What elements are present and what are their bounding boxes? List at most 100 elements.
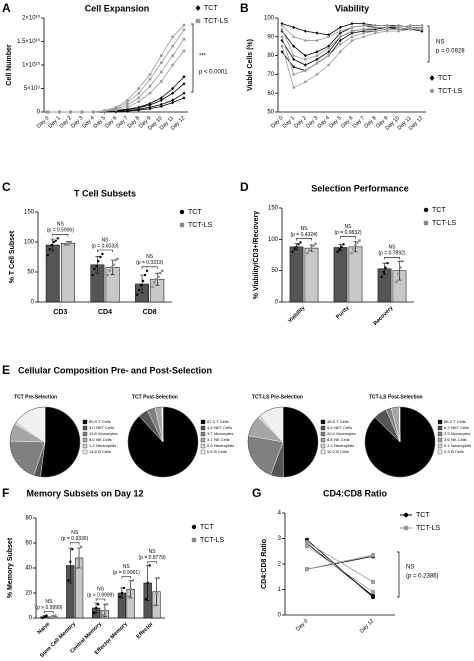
data-point xyxy=(125,109,129,113)
data-point xyxy=(303,53,307,58)
y-axis-label: % Viability/CD3+/Recovery xyxy=(253,211,260,299)
sig-bracket xyxy=(44,611,54,614)
bracket xyxy=(191,23,194,93)
legend-value: 3.7 xyxy=(207,431,213,436)
legend-category: Neutrophils xyxy=(214,443,234,448)
y-axis-label: % Memory Subset xyxy=(7,537,14,598)
legend-value: 3.6 xyxy=(444,437,450,442)
data-point xyxy=(50,616,53,620)
data-point xyxy=(336,250,339,254)
data-point xyxy=(182,91,186,95)
legend-value: 45.8 xyxy=(327,419,336,424)
data-point xyxy=(93,267,96,271)
data-point xyxy=(303,29,307,33)
pie-outline xyxy=(127,406,199,478)
legend-swatch xyxy=(437,443,443,449)
data-point xyxy=(350,39,354,42)
data-point xyxy=(137,87,140,90)
legend-category: T Cells xyxy=(336,419,348,424)
sig-bracket xyxy=(384,256,400,260)
legend-label: TCT xyxy=(188,209,202,216)
data-point xyxy=(145,269,149,272)
data-point xyxy=(171,44,174,48)
data-point xyxy=(137,108,141,112)
data-point xyxy=(350,26,354,29)
legend-label: 1.3 Neutrophils xyxy=(327,443,354,448)
y-tick-label: 60 xyxy=(267,91,274,97)
legend-label: TCT-LS xyxy=(432,220,456,227)
data-point xyxy=(182,75,186,79)
panel-letter: E xyxy=(2,363,10,377)
data-point xyxy=(54,239,57,242)
legend-value: 19.8 xyxy=(89,431,98,436)
data-point xyxy=(159,96,163,100)
legend-category: NKT Cells xyxy=(334,425,352,430)
data-point xyxy=(327,46,330,50)
legend-swatch xyxy=(437,437,443,443)
legend-swatch xyxy=(200,419,206,425)
legend-marker xyxy=(403,525,409,531)
legend-label: 3.7 Monocytes xyxy=(207,431,233,436)
sig-label: NS xyxy=(57,222,65,228)
data-point xyxy=(110,266,113,269)
y-tick-label: 0 xyxy=(31,300,35,306)
data-point xyxy=(385,29,389,33)
chart-title: Selection Performance xyxy=(311,183,409,193)
legend-label: 45.8 T Cells xyxy=(327,419,349,424)
sig-bracket xyxy=(52,234,69,237)
legend-swatch xyxy=(82,419,88,425)
y-tick-label: 0 xyxy=(278,613,282,619)
data-point xyxy=(54,614,57,617)
chart-title: CD4:CD8 Ratio xyxy=(323,488,388,498)
data-point xyxy=(305,544,309,549)
legend-swatch xyxy=(437,419,443,425)
legend-label: TCT-LS xyxy=(204,18,228,25)
bar xyxy=(333,247,348,303)
legend-marker xyxy=(429,75,435,81)
legend-marker xyxy=(191,524,197,530)
error-bar xyxy=(68,547,73,584)
sig-p: (p = 0.9330) xyxy=(61,536,88,542)
data-point xyxy=(304,80,307,84)
data-point xyxy=(304,39,307,42)
sig-p: (p = 0.9832) xyxy=(334,230,361,236)
data-point xyxy=(105,603,109,606)
data-point xyxy=(397,272,400,275)
legend-swatch xyxy=(320,419,326,425)
data-point xyxy=(148,564,151,567)
legend-value: 2.3 xyxy=(444,431,450,436)
data-point xyxy=(362,24,365,27)
sig-label: NS xyxy=(149,549,157,555)
data-point xyxy=(116,257,119,260)
data-point xyxy=(292,44,296,48)
legend-label: TCT xyxy=(200,524,214,531)
y-axis-label: Viable Cells (%) xyxy=(247,39,254,91)
data-point xyxy=(114,258,117,262)
data-point xyxy=(327,35,330,39)
legend-value: 5.4 xyxy=(327,425,333,430)
y-axis-label: Cell Number xyxy=(6,44,13,86)
data-point xyxy=(374,24,377,27)
sig-p: (p = 0.5906) xyxy=(47,228,74,234)
data-point xyxy=(280,24,284,27)
series-line xyxy=(306,545,374,593)
data-point xyxy=(315,61,319,65)
legend-swatch xyxy=(200,449,206,455)
data-point xyxy=(338,38,342,43)
x-tick-label: CD3 xyxy=(53,309,67,316)
legend-label: 14.8 B Cells xyxy=(89,449,111,454)
legend-label: 4.4 NKT Cells xyxy=(207,425,232,430)
data-point xyxy=(148,84,152,88)
data-point xyxy=(160,80,163,83)
legend-value: 20.4 xyxy=(327,431,336,436)
legend-marker xyxy=(191,537,197,543)
legend-value: 6.2 xyxy=(444,425,450,430)
bar xyxy=(289,246,304,303)
y-tick-label: 50 xyxy=(271,268,278,274)
legend-category: T Cells xyxy=(453,419,465,424)
data-point xyxy=(292,35,295,39)
legend-category: NKT Cells xyxy=(214,425,232,430)
data-point xyxy=(69,560,72,563)
legend-category: Monocytes xyxy=(336,431,355,436)
legend-label: 10.2 B Cells xyxy=(327,449,349,454)
